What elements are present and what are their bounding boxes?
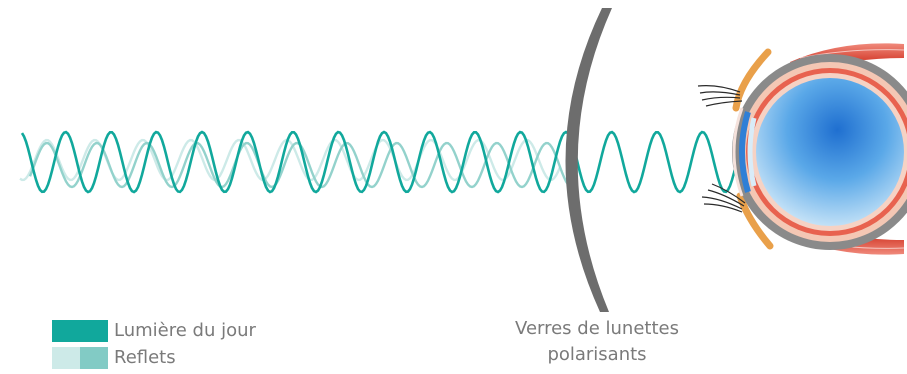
daylight-swatch	[52, 319, 108, 342]
legend-item-daylight: Lumière du jour	[52, 317, 256, 344]
legend-label-daylight: Lumière du jour	[114, 320, 256, 341]
daylight-wave	[20, 130, 740, 194]
lens-label: Verres de lunettes polarisants	[486, 316, 708, 368]
legend-label-reflection: Reflets	[114, 347, 176, 368]
polarized-lens	[565, 8, 612, 312]
eye-illustration	[697, 43, 907, 255]
reflection-swatch	[52, 346, 108, 369]
legend-item-reflection: Reflets	[52, 344, 256, 371]
eyelash-icon	[697, 85, 746, 213]
lens-label-line2: polarisants	[547, 344, 647, 365]
lens-label-line1: Verres de lunettes	[515, 318, 679, 339]
legend: Lumière du jour Reflets	[52, 317, 256, 371]
